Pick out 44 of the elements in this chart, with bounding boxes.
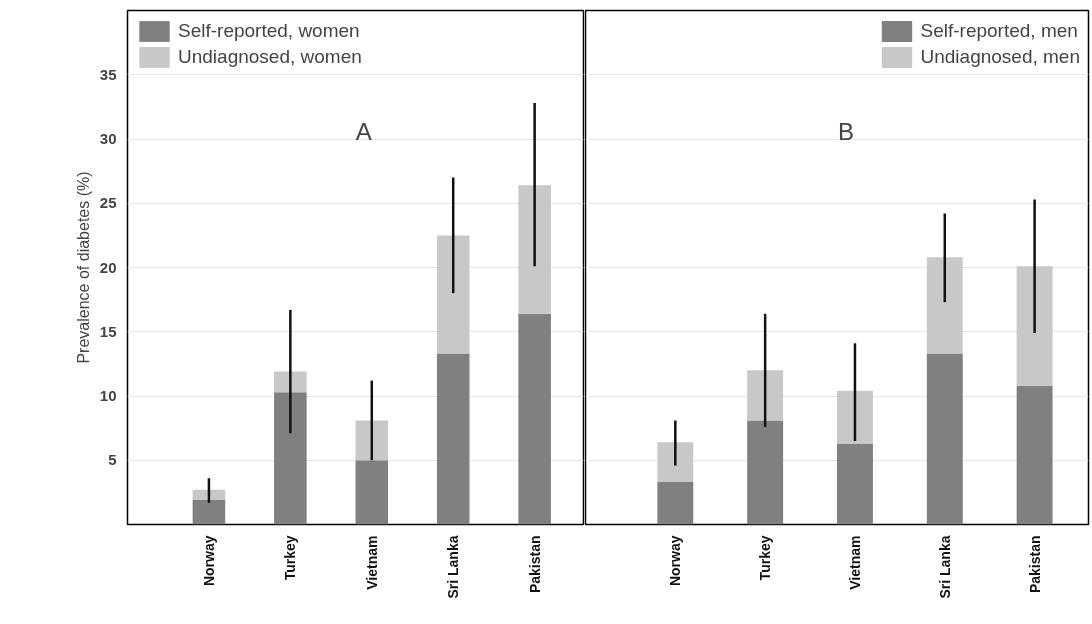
x-tick-label: Norway — [200, 535, 217, 587]
bar — [657, 442, 694, 483]
y-tick-label: 15 — [99, 322, 117, 340]
x-tick-label: Pakistan — [526, 535, 543, 594]
y-tick-label: 10 — [99, 387, 117, 404]
bar — [355, 420, 389, 461]
bar — [1016, 385, 1053, 525]
legend-label: Undiagnosed, women — [178, 46, 362, 68]
y-tick-label: 5 — [108, 451, 117, 469]
text: A — [355, 117, 372, 145]
legend-label: Undiagnosed, men — [920, 46, 1080, 68]
x-tick-label: Turkey — [282, 535, 299, 581]
bar — [747, 370, 784, 421]
bar — [837, 443, 873, 525]
x-tick-label: Vietnam — [846, 535, 863, 590]
legend-label: Self-reported, women — [178, 20, 360, 42]
x-tick-label: Turkey — [757, 535, 774, 581]
bar — [192, 489, 226, 501]
bar — [657, 482, 694, 525]
bar — [926, 353, 963, 525]
bar — [274, 392, 307, 525]
y-tick-label: 25 — [99, 194, 117, 212]
text: B — [837, 117, 854, 145]
y-axis-title: Prevalence of diabetes (%) — [74, 171, 92, 364]
bar — [518, 185, 551, 314]
bar — [274, 371, 307, 393]
bar — [436, 235, 470, 354]
x-tick-label: Vietnam — [363, 535, 380, 590]
x-tick-label: Sri Lanka — [445, 535, 462, 599]
bar — [192, 500, 226, 525]
bar — [518, 313, 551, 525]
x-tick-label: Pakistan — [1026, 535, 1043, 594]
bar — [747, 420, 784, 525]
y-tick-label: 30 — [99, 130, 117, 147]
bar — [436, 353, 470, 525]
bar — [837, 390, 873, 444]
bar — [926, 257, 963, 354]
x-tick-label: Sri Lanka — [936, 535, 953, 599]
y-tick-label: 35 — [99, 65, 117, 83]
y-tick-label: 20 — [99, 258, 117, 276]
bar — [355, 460, 389, 525]
bar — [1016, 266, 1053, 386]
legend-label: Self-reported, men — [920, 20, 1078, 42]
x-tick-label: Norway — [667, 535, 684, 587]
